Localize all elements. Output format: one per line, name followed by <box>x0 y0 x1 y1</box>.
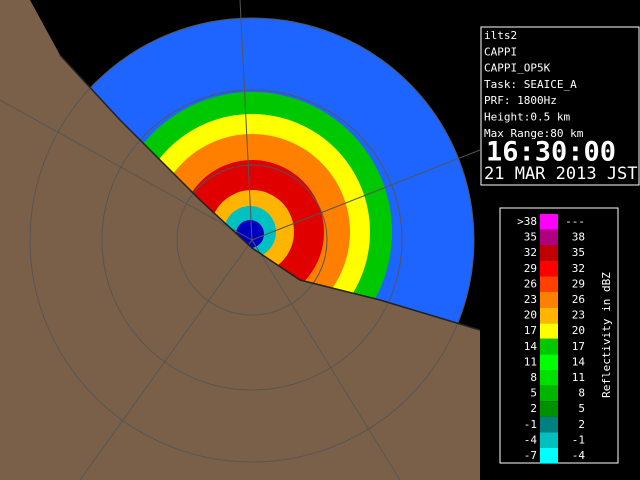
legend-low: 26 <box>524 277 537 290</box>
legend-swatch <box>540 292 558 308</box>
legend-swatch <box>540 323 558 339</box>
legend-title: Reflectivity in dBZ <box>600 272 613 398</box>
legend-swatch <box>540 370 558 386</box>
info-line: CAPPI_OP5K <box>484 62 551 75</box>
legend-high: 8 <box>578 387 585 400</box>
legend-swatch <box>540 229 558 246</box>
legend-swatch <box>540 245 558 261</box>
coastline <box>59 54 480 331</box>
legend-low: -7 <box>524 449 537 462</box>
legend-high: -4 <box>572 449 586 462</box>
legend-swatch <box>540 354 558 370</box>
legend-low: >38 <box>517 215 537 228</box>
legend-swatch <box>540 214 558 230</box>
legend-swatch <box>540 448 558 464</box>
legend-low: -4 <box>524 433 538 446</box>
legend-low: 8 <box>530 371 537 384</box>
legend-low: 14 <box>524 340 538 353</box>
legend-high: 14 <box>572 355 586 368</box>
legend-swatch <box>540 260 558 277</box>
legend-low: 20 <box>524 309 537 322</box>
legend-low: 29 <box>524 262 537 275</box>
legend-box <box>499 207 619 464</box>
legend-high: 35 <box>572 246 585 259</box>
info-line: Task: SEAICE_A <box>484 78 577 91</box>
legend-low: 5 <box>530 387 537 400</box>
info-panel: ilts2 CAPPI CAPPI_OP5K Task: SEAICE_A PRF: 1… <box>484 29 584 140</box>
info-line: Max Range:80 km <box>484 127 584 140</box>
radar-map <box>0 0 480 480</box>
legend-swatch <box>540 307 558 324</box>
legend-swatch <box>540 432 558 448</box>
date: 21 MAR 2013 JST <box>484 164 638 184</box>
info-line: PRF: 1800Hz <box>484 94 557 107</box>
info-line: ilts2 <box>484 29 517 42</box>
legend-high: 32 <box>572 262 585 275</box>
legend-low: 11 <box>524 355 537 368</box>
legend-low: 35 <box>524 231 537 244</box>
legend-high: 23 <box>572 309 585 322</box>
legend-low: 17 <box>524 324 537 337</box>
legend-swatch <box>540 338 558 355</box>
legend-high: 11 <box>572 371 585 384</box>
legend-high: 2 <box>578 418 585 431</box>
legend-swatch <box>540 401 558 417</box>
legend-high: 20 <box>572 324 585 337</box>
legend-low: 23 <box>524 293 537 306</box>
legend-high: 29 <box>572 277 585 290</box>
legend-low: 32 <box>524 246 537 259</box>
legend-high: 5 <box>578 402 585 415</box>
legend-high: -1 <box>572 433 585 446</box>
info-line: CAPPI <box>484 45 517 58</box>
range-rings <box>0 0 480 480</box>
legend: >38 --- 35 38 32 35 29 32 26 29 23 26 20 23 17 20 14 17 11… <box>517 214 585 464</box>
legend-high: 17 <box>572 340 585 353</box>
legend-high: --- <box>565 215 585 228</box>
legend-high: 26 <box>572 293 585 306</box>
legend-swatch <box>540 276 558 292</box>
legend-swatch <box>540 385 558 402</box>
time: 16:30:00 <box>486 137 616 168</box>
legend-low: -1 <box>524 418 537 431</box>
info-line: Height:0.5 km <box>484 111 570 124</box>
legend-high: 38 <box>572 231 585 244</box>
info-box <box>480 26 640 186</box>
legend-swatch <box>540 416 558 433</box>
legend-low: 2 <box>530 402 537 415</box>
